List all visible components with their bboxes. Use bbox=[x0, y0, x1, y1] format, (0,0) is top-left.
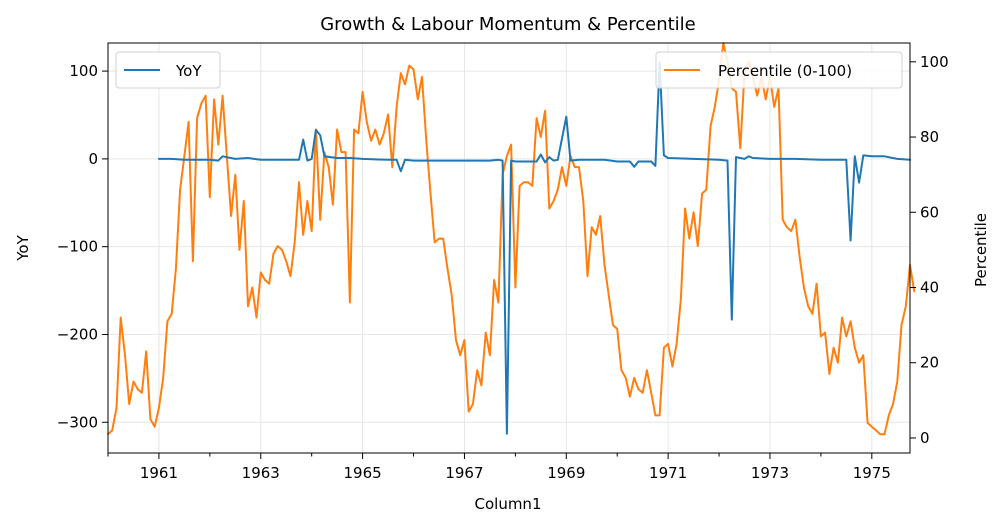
x-tick-label: 1965 bbox=[344, 464, 382, 482]
legend-label-percentile: Percentile (0-100) bbox=[718, 62, 852, 80]
x-tick-label: 1969 bbox=[547, 464, 585, 482]
legend-right-box bbox=[655, 51, 903, 89]
chart-title: Growth & Labour Momentum & Percentile bbox=[320, 14, 696, 35]
y-left-tick-label: −300 bbox=[57, 413, 98, 431]
series-line-percentile bbox=[107, 42, 916, 436]
x-tick-label: 1975 bbox=[853, 464, 891, 482]
legend-left: YoY bbox=[115, 51, 221, 89]
plot-frame bbox=[107, 42, 911, 454]
y-left-tick-label: 0 bbox=[88, 150, 98, 168]
x-axis-title: Column1 bbox=[475, 495, 542, 513]
series-line-yoy bbox=[157, 61, 911, 435]
y-right-tick-label: 40 bbox=[920, 278, 939, 296]
y-right-tick-label: 60 bbox=[920, 203, 939, 221]
y-right-tick-label: 80 bbox=[920, 128, 939, 146]
x-tick-label: 1967 bbox=[445, 464, 483, 482]
series-layer bbox=[107, 42, 916, 436]
x-tick-label: 1973 bbox=[751, 464, 789, 482]
legend-left-box bbox=[115, 51, 221, 89]
y-axis-left: 100 0 −100 −200 −300 bbox=[57, 62, 108, 431]
y-right-tick-label: 0 bbox=[920, 429, 930, 447]
y-axis-right-title: Percentile bbox=[972, 213, 990, 287]
y-axis-right: 100 80 60 40 20 0 bbox=[910, 53, 949, 447]
legend-label-yoy: YoY bbox=[175, 62, 202, 80]
y-right-tick-label: 100 bbox=[920, 53, 949, 71]
x-tick-label: 1971 bbox=[649, 464, 687, 482]
y-right-tick-label: 20 bbox=[920, 354, 939, 372]
y-left-tick-label: −100 bbox=[57, 238, 98, 256]
x-tick-label: 1961 bbox=[140, 464, 178, 482]
y-left-tick-label: 100 bbox=[69, 62, 98, 80]
x-tick-label: 1963 bbox=[242, 464, 280, 482]
y-axis-left-title: YoY bbox=[14, 234, 32, 261]
legend-right: Percentile (0-100) bbox=[655, 51, 903, 89]
x-axis: 1961 1963 1965 1967 1969 1971 1973 1975 bbox=[107, 453, 891, 482]
y-left-tick-label: −200 bbox=[57, 325, 98, 343]
